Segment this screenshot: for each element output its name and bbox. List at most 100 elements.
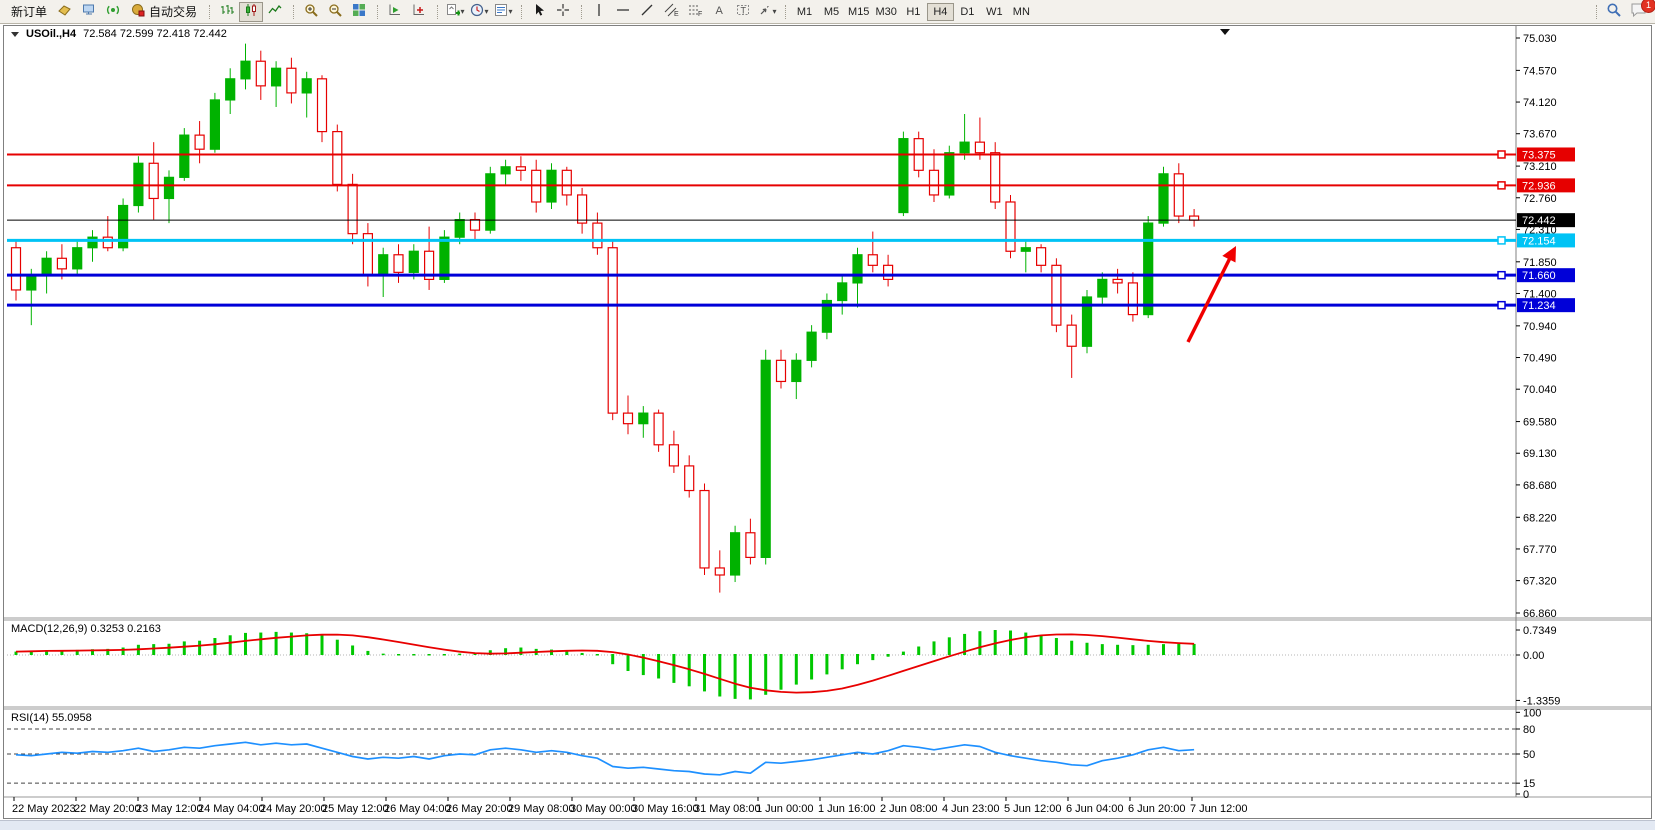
signal-button[interactable]	[101, 2, 125, 22]
candle-body	[760, 359, 771, 559]
line-endpoint-handle[interactable]	[1497, 236, 1506, 245]
time-axis-label: 24 May 04:00	[198, 803, 265, 815]
periods-button[interactable]: ▾	[467, 2, 491, 22]
order-ticket-button[interactable]	[53, 2, 77, 22]
price-axis-label: 71.850	[1523, 257, 1557, 269]
price-badge	[1517, 298, 1575, 313]
template-button[interactable]: ▾	[491, 2, 515, 22]
price-axis-label: 71.400	[1523, 288, 1557, 300]
chart-shift-icon	[412, 3, 426, 20]
timeframe-button-H4[interactable]: H4	[926, 2, 954, 21]
text-a-icon: A	[712, 3, 726, 20]
candle-body	[1127, 282, 1139, 316]
auto-scroll-button[interactable]	[383, 2, 407, 22]
candle-body	[959, 141, 970, 154]
candle-body	[485, 173, 496, 231]
candle-body	[607, 247, 618, 414]
rsi-axis-label: 0	[1523, 789, 1529, 801]
timeframe-button-M5[interactable]: M5	[818, 3, 845, 21]
price-axis-label: 70.940	[1523, 321, 1557, 333]
new-chart-button[interactable]: ▾	[443, 2, 467, 22]
candle-body	[56, 257, 68, 270]
timeframe-button-W1[interactable]: W1	[981, 3, 1008, 21]
macd-histogram-bar	[1131, 645, 1135, 655]
tile-windows-button[interactable]	[347, 2, 371, 22]
chart-symbol-period: USOil.,H4	[26, 28, 77, 40]
macd-histogram-bar	[917, 646, 921, 655]
trendline-button[interactable]	[635, 2, 659, 22]
timeframe-button-M30[interactable]: M30	[872, 3, 899, 21]
cursor-button[interactable]	[527, 2, 551, 22]
line-endpoint-handle[interactable]	[1497, 300, 1506, 310]
macd-histogram-bar	[504, 648, 508, 655]
timeframe-button-MN[interactable]: MN	[1008, 3, 1035, 21]
candle-body	[424, 250, 435, 281]
timeframe-button-M1[interactable]: M1	[791, 3, 818, 21]
price-axis-label: 68.220	[1523, 512, 1557, 524]
horizontal-line-button[interactable]	[611, 2, 635, 22]
vertical-line-button[interactable]	[587, 2, 611, 22]
equidistant-channel-button[interactable]: E	[659, 2, 683, 22]
price-badge-label: 72.936	[1522, 180, 1556, 192]
toolbar-group-zoom	[290, 1, 374, 23]
timeframe-button-D1[interactable]: D1	[954, 3, 981, 21]
line-endpoint-handle[interactable]	[1497, 181, 1506, 190]
line-endpoint-handle[interactable]	[1497, 270, 1506, 280]
candle-body	[944, 152, 955, 196]
candle-body	[332, 131, 343, 185]
arrows-tool-button[interactable]: ▾	[755, 2, 779, 22]
time-axis-label: 1 Jun 00:00	[756, 803, 814, 815]
timeframe-button-H1[interactable]: H1	[900, 3, 927, 21]
fibonacci-icon: F	[688, 3, 703, 20]
macd-histogram-bar	[121, 647, 125, 655]
macd-histogram-bar	[458, 653, 462, 656]
line-chart-button[interactable]	[263, 2, 287, 22]
macd-histogram-bar	[703, 654, 706, 692]
candlestick-chart-button[interactable]	[239, 1, 264, 22]
candle-body	[1020, 247, 1031, 252]
macd-histogram-bar	[764, 654, 768, 695]
zoom-in-button[interactable]	[299, 2, 323, 22]
terminal-button[interactable]	[77, 2, 101, 22]
ohlc-toggle-icon[interactable]	[11, 31, 19, 37]
chart-ohlc-values: 72.584 72.599 72.418 72.442	[83, 28, 227, 40]
price-axis-label: 69.130	[1523, 448, 1557, 460]
autotrade-icon	[131, 3, 145, 20]
macd-histogram-bar	[60, 650, 64, 655]
line-endpoint-handle[interactable]	[1497, 150, 1506, 159]
chart-shift-button[interactable]	[407, 2, 431, 22]
candle-body	[301, 78, 312, 94]
macd-histogram-bar	[626, 654, 630, 671]
new-order-button[interactable]: 新订单	[5, 2, 53, 22]
macd-histogram-bar	[657, 654, 661, 679]
autotrading-button[interactable]: 自动交易	[125, 2, 203, 22]
notification-badge[interactable]: 1	[1641, 0, 1655, 13]
price-axis-label: 72.760	[1523, 193, 1557, 205]
crosshair-button[interactable]	[551, 2, 575, 22]
search-button[interactable]	[1602, 2, 1626, 22]
text-label-button[interactable]: T	[731, 2, 755, 22]
macd-histogram-bar	[1085, 642, 1089, 655]
price-axis-label: 75.030	[1523, 33, 1557, 45]
trend-arrow-annotation[interactable]	[1186, 246, 1236, 343]
svg-text:A: A	[716, 5, 724, 17]
macd-axis-label: -1.3359	[1523, 695, 1560, 707]
macd-histogram-bar	[886, 654, 890, 657]
window-bottom-strip	[0, 820, 1655, 830]
zoom-out-button[interactable]	[323, 2, 347, 22]
fibonacci-button[interactable]: F	[683, 2, 707, 22]
chart-canvas[interactable]: 75.03074.57074.12073.67073.21072.76072.3…	[4, 26, 1651, 818]
macd-histogram-bar	[1177, 643, 1181, 655]
last-bar-marker-icon[interactable]	[1220, 29, 1230, 35]
macd-histogram-bar	[14, 651, 18, 655]
candle-body	[1066, 324, 1077, 347]
macd-histogram-bar	[733, 654, 737, 699]
timeframe-button-M15[interactable]: M15	[845, 3, 872, 21]
text-button[interactable]: A	[707, 2, 731, 22]
bar-chart-button[interactable]	[215, 2, 239, 22]
signal-icon	[106, 3, 120, 20]
price-axis-label: 68.680	[1523, 480, 1557, 492]
macd-histogram-bar	[335, 639, 339, 655]
price-axis-label: 67.770	[1523, 544, 1557, 556]
dropdown-arrow-icon: ▾	[460, 7, 465, 16]
